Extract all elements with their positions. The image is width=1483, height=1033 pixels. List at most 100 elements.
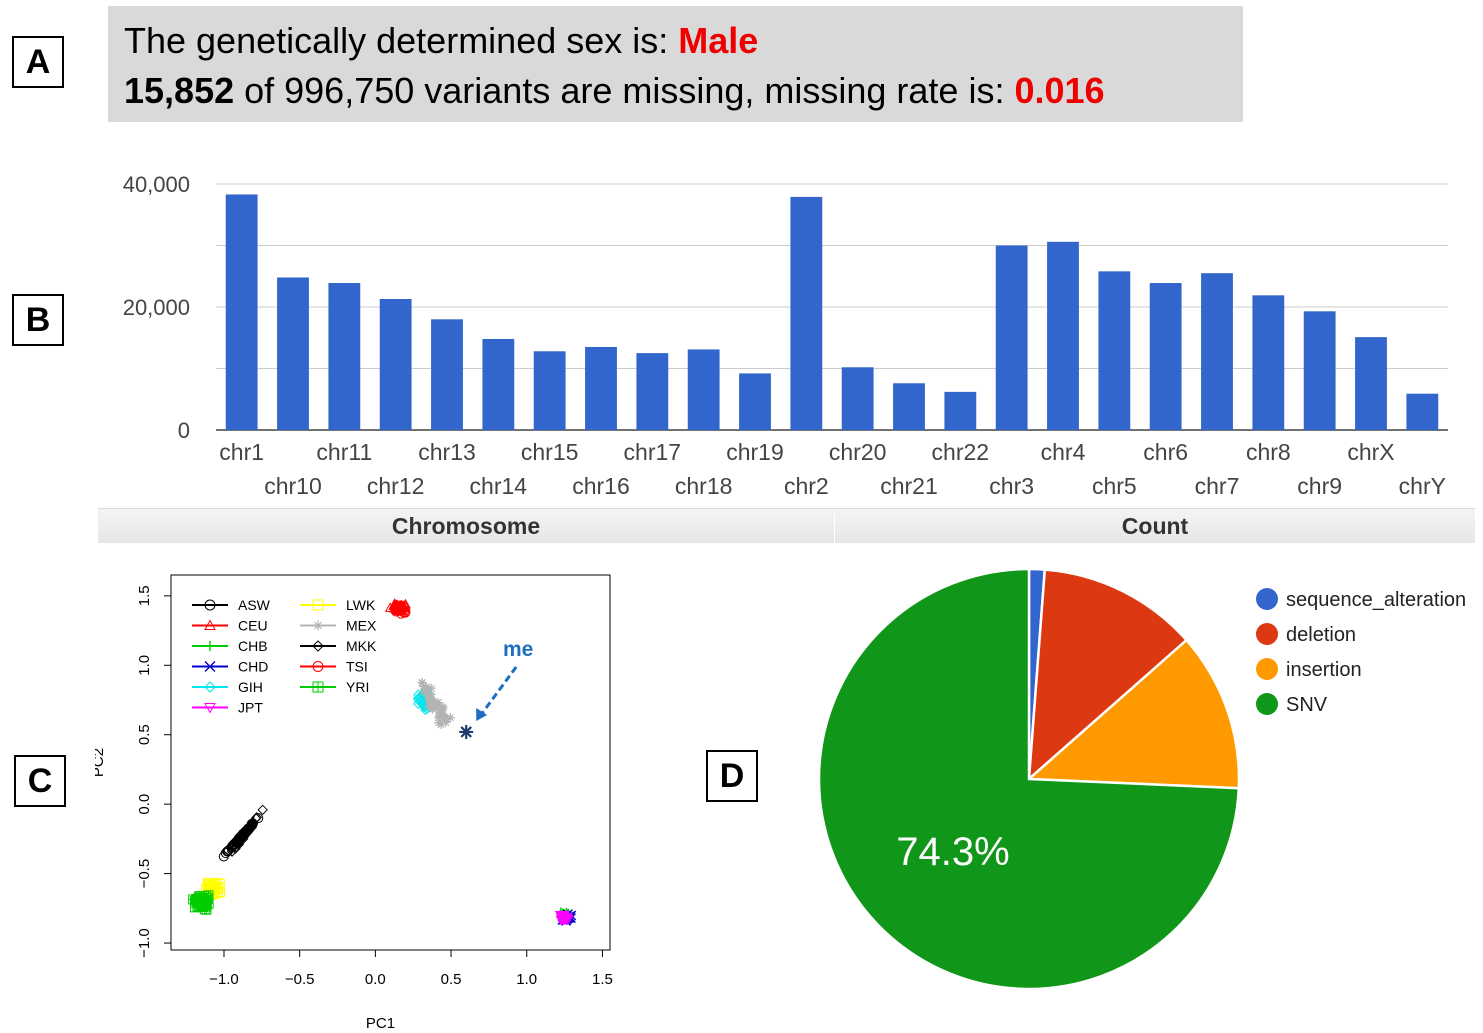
- x-tick-label: chr22: [932, 439, 990, 465]
- legend-label: MEX: [346, 618, 377, 634]
- point: [205, 641, 215, 651]
- point: [426, 689, 436, 699]
- bar: [1252, 295, 1285, 430]
- point: [226, 846, 238, 857]
- point: [204, 661, 216, 672]
- legend-swatch: [1256, 658, 1278, 680]
- point: [435, 707, 445, 717]
- bar: [739, 373, 771, 430]
- x-tick-label: chr5: [1092, 473, 1137, 499]
- legend-label: CHB: [238, 638, 268, 654]
- point: [312, 640, 324, 652]
- bar: [328, 283, 361, 430]
- footer-chromosome[interactable]: Chromosome: [391, 513, 541, 539]
- pie-data-label: 74.3%: [896, 830, 1009, 874]
- summary-box: The genetically determined sex is: Male …: [108, 6, 1243, 122]
- bar: [1047, 241, 1079, 430]
- sex-prefix: The genetically determined sex is:: [124, 20, 679, 61]
- bar: [482, 338, 515, 430]
- footer-count[interactable]: Count: [1121, 513, 1189, 539]
- legend-swatch: [1256, 623, 1278, 645]
- me-arrow: [478, 666, 518, 717]
- me-marker: [459, 724, 474, 739]
- x-tick-label: chr16: [572, 473, 630, 499]
- x-tick-label: 1.5: [592, 971, 613, 988]
- legend-swatch: [1256, 588, 1278, 610]
- x-tick-label: chr15: [521, 439, 579, 465]
- point: [435, 709, 445, 719]
- legend-label: sequence_alteration: [1286, 589, 1466, 611]
- panel-label-c: C: [14, 755, 66, 807]
- x-tick-label: chr6: [1143, 439, 1188, 465]
- x-tick-label: chr12: [367, 473, 425, 499]
- x-tick-label: chrX: [1347, 439, 1394, 465]
- footer-divider: [834, 509, 835, 543]
- pca-scatter-plot: −1.0 −1.0 −0.5 −0.5 0.0 0.0 0.5 0.5 1.0 1.0 1.5 1.5…: [95, 574, 613, 1030]
- y-tick-label: −1.0: [136, 928, 153, 958]
- point: [441, 714, 451, 724]
- point: [426, 683, 436, 693]
- legend-label: insertion: [1286, 659, 1362, 681]
- bar: [379, 299, 412, 430]
- x-tick-label: chrY: [1399, 473, 1446, 499]
- legend-label: JPT: [238, 700, 263, 716]
- point: [417, 677, 427, 687]
- point: [204, 619, 216, 630]
- bar: [687, 349, 720, 430]
- point: [417, 698, 428, 710]
- bar: [636, 353, 669, 430]
- bar-chart-footer: Chromosome Count: [98, 508, 1475, 543]
- point: [220, 848, 231, 859]
- x-tick-label: −0.5: [285, 971, 315, 988]
- x-tick-label: chr4: [1041, 439, 1086, 465]
- point: [561, 913, 573, 923]
- point: [445, 713, 455, 723]
- point: [426, 703, 436, 713]
- point: [313, 620, 323, 631]
- y-tick-label: 0.0: [136, 794, 153, 815]
- point: [242, 825, 253, 836]
- point: [230, 842, 241, 854]
- bar: [995, 245, 1028, 430]
- y-tick-label: 1.5: [136, 585, 153, 606]
- point: [396, 605, 407, 616]
- legend-label: TSI: [346, 659, 368, 675]
- missing-line: 15,852 of 996,750 variants are missing, …: [124, 70, 1105, 112]
- point: [312, 661, 324, 672]
- pie-slice: [817, 567, 1241, 991]
- x-tick-label: 1.0: [516, 971, 537, 988]
- sex-line: The genetically determined sex is: Male: [124, 20, 758, 62]
- x-tick-label: 0.5: [441, 971, 462, 988]
- point: [251, 812, 262, 823]
- point: [312, 599, 324, 611]
- bar: [533, 351, 566, 430]
- legend-label: SNV: [1286, 694, 1328, 716]
- point: [433, 713, 443, 723]
- x-tick-label: chr13: [418, 439, 476, 465]
- panel-label-d: D: [706, 750, 758, 802]
- bar: [841, 367, 874, 430]
- plot-frame: [170, 574, 611, 951]
- point: [431, 703, 441, 713]
- x-tick-label: 0.0: [365, 971, 386, 988]
- bar: [1355, 337, 1387, 430]
- bar: [225, 194, 258, 430]
- point: [413, 689, 424, 700]
- point: [204, 703, 216, 714]
- missing-rate: 0.016: [1014, 70, 1105, 111]
- scatter-points: [188, 598, 577, 926]
- bar: [585, 346, 617, 430]
- legend-swatch: [1256, 693, 1278, 715]
- variant-type-pie-chart: 74.3% sequence_alteration deletion insertio…: [817, 567, 1466, 991]
- legend-label: MKK: [346, 638, 377, 654]
- bar: [1406, 393, 1439, 430]
- x-tick-label: chr21: [880, 473, 938, 499]
- legend-label: ASW: [238, 597, 271, 613]
- x-tick-label: chr18: [675, 473, 733, 499]
- panel-label-b: B: [12, 294, 64, 346]
- x-tick-label: chr3: [989, 473, 1034, 499]
- x-tick-label: chr19: [726, 439, 784, 465]
- x-tick-label: chr20: [829, 439, 887, 465]
- sex-value: Male: [678, 20, 759, 61]
